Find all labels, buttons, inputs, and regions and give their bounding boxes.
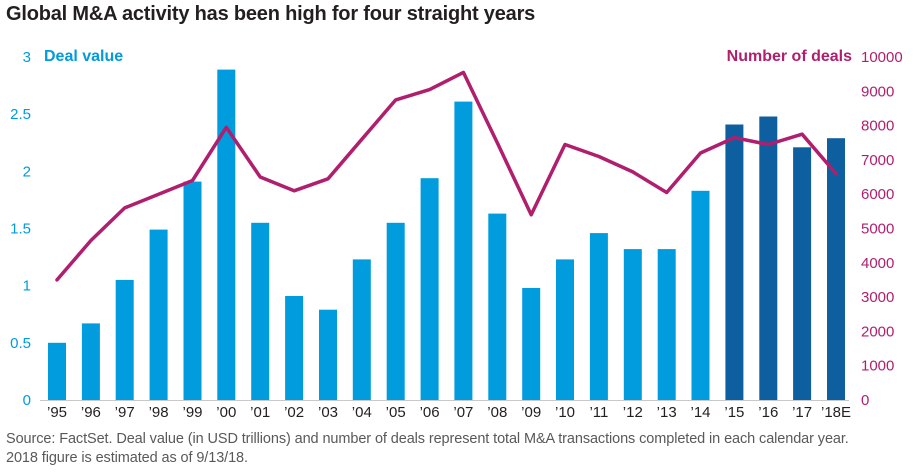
x-axis-label: ’00 <box>216 404 236 421</box>
deals-line <box>55 70 838 282</box>
bar-99 <box>183 181 202 400</box>
source-note: Source: FactSet. Deal value (in USD tril… <box>6 430 912 468</box>
source-note-line1: Source: FactSet. Deal value (in USD tril… <box>6 431 849 447</box>
bar-00 <box>217 69 236 400</box>
x-axis-label: ’11 <box>589 404 608 421</box>
x-axis-label: ’95 <box>47 404 67 421</box>
right-axis-tick: 3000 <box>861 289 894 306</box>
x-axis-label: ’08 <box>487 404 507 421</box>
chart-title: Global M&A activity has been high for fo… <box>6 3 536 25</box>
x-axis-label: ’18E <box>821 404 851 421</box>
x-axis-label: ’97 <box>115 404 135 421</box>
x-axis-label: ’12 <box>623 404 643 421</box>
bar-07 <box>454 101 473 400</box>
bar-03 <box>319 309 337 400</box>
left-axis-title: Deal value <box>44 48 124 65</box>
x-axis-label: ’04 <box>352 404 372 421</box>
x-axis-label: ’98 <box>149 404 169 421</box>
left-axis-tick: 2.5 <box>10 106 31 123</box>
bar-95 <box>48 342 66 400</box>
right-axis-tick: 1000 <box>861 358 894 375</box>
x-axis-label: ’17 <box>792 404 812 421</box>
bar-09 <box>522 288 541 400</box>
right-axis-tick: 5000 <box>861 221 894 238</box>
x-axis-label: ’02 <box>284 404 304 421</box>
bar-02 <box>285 296 304 400</box>
left-axis-tick: 1 <box>23 278 31 295</box>
bar-18E <box>827 138 845 400</box>
x-axis-label: ’05 <box>386 404 406 421</box>
bar-17 <box>793 147 812 400</box>
bar-10 <box>556 259 574 400</box>
left-axis-tick: 0.5 <box>10 335 31 352</box>
bar-14 <box>691 190 710 400</box>
bar-04 <box>352 259 371 400</box>
bar-96 <box>81 323 100 400</box>
right-axis-tick: 4000 <box>861 255 894 272</box>
x-axis-label: ’03 <box>318 404 338 421</box>
bar-06 <box>420 178 439 400</box>
x-axis-label: ’07 <box>453 404 473 421</box>
x-axis-label: ’96 <box>81 404 101 421</box>
left-axis-tick: 0 <box>23 392 31 409</box>
bar-12 <box>623 249 642 400</box>
bar-05 <box>386 222 405 400</box>
left-axis-tick: 1.5 <box>10 221 31 238</box>
x-axis-label: ’01 <box>250 404 270 421</box>
right-axis-tick: 10000 <box>861 49 903 66</box>
right-axis-tick: 7000 <box>861 152 894 169</box>
x-axis-label: ’14 <box>690 404 710 421</box>
x-axis-label: ’15 <box>724 404 744 421</box>
bar-01 <box>251 222 270 400</box>
left-axis-tick: 3 <box>23 49 31 66</box>
bar-11 <box>589 233 608 400</box>
right-axis-title: Number of deals <box>726 48 852 65</box>
left-axis-tick: 2 <box>23 163 31 180</box>
right-axis-tick: 6000 <box>861 186 894 203</box>
right-axis-tick: 8000 <box>861 118 894 135</box>
x-axis-label: ’16 <box>758 404 778 421</box>
right-axis-tick: 9000 <box>861 83 894 100</box>
bar-13 <box>657 249 676 400</box>
right-axis-tick: 2000 <box>861 323 894 340</box>
x-axis-label: ’13 <box>657 404 677 421</box>
bar-08 <box>488 213 507 400</box>
bar-16 <box>759 116 778 400</box>
x-axis-label: ’09 <box>521 404 541 421</box>
bar-98 <box>149 229 168 400</box>
right-axis-tick: 0 <box>861 392 869 409</box>
source-note-line2: 2018 figure is estimated as of 9/13/18. <box>6 450 248 466</box>
x-axis-label: ’99 <box>182 404 202 421</box>
bar-97 <box>115 279 134 400</box>
x-axis-label: ’06 <box>420 404 440 421</box>
x-axis-label: ’10 <box>555 404 575 421</box>
bar-15 <box>725 124 744 400</box>
